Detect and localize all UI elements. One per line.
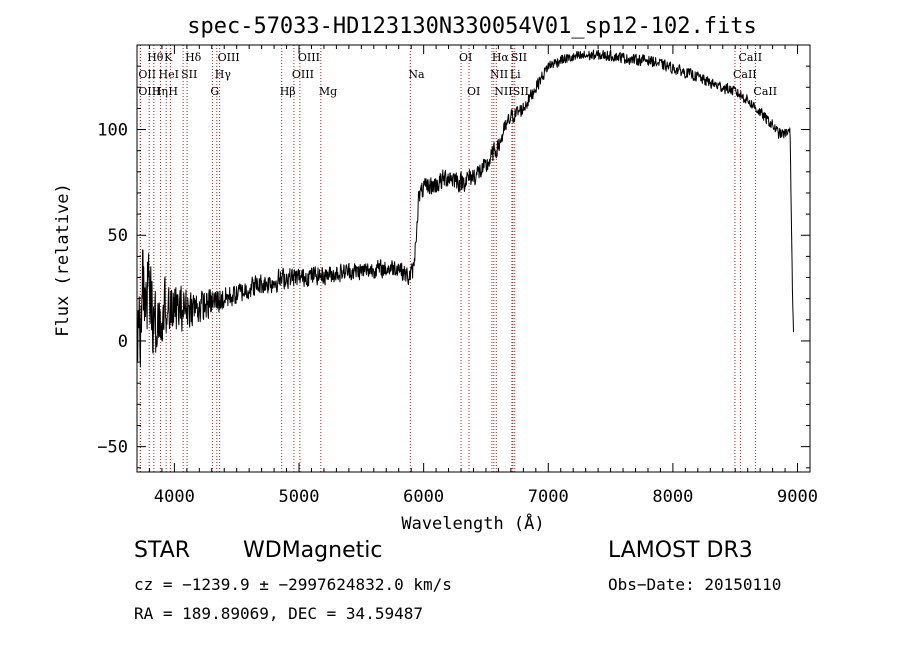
spectral-line-label: SII	[181, 68, 197, 81]
spectral-line-label: Li	[510, 68, 521, 81]
spectral-line-label: SII	[511, 51, 527, 64]
spectral-line-label: NII	[494, 85, 512, 98]
spectral-line-label: OIII	[292, 68, 314, 81]
axis-ticks: 4000 5000 6000 7000 8000 9000 −50 0 50 100	[97, 44, 818, 507]
spectral-line-label: Mg	[319, 85, 337, 98]
spectral-line-label: CaII	[733, 68, 757, 81]
spectral-line-label: Hγ	[215, 68, 232, 81]
redshift-readout: cz = −1239.9 ± −2997624832.0 km/s	[134, 575, 452, 594]
spectral-line-label: G	[210, 85, 219, 98]
observation-date: Obs−Date: 20150110	[608, 575, 782, 594]
y-axis-label: Flux (relative)	[53, 183, 73, 337]
spectral-line-label: Hβ	[280, 85, 296, 98]
spectral-line-label: OIII	[138, 85, 160, 98]
spectral-line-label: CaII	[738, 51, 762, 64]
spectral-line-label: NII	[490, 68, 508, 81]
x-axis-label: Wavelength (Å)	[401, 512, 544, 534]
y-tick-label: 100	[97, 121, 128, 141]
y-tick-label: 0	[118, 332, 128, 352]
x-tick-label: 8000	[652, 487, 693, 507]
spectral-line-label: OII	[138, 68, 156, 81]
chart-title: spec-57033-HD123130N330054V01_sp12-102.f…	[187, 14, 757, 39]
spectral-line-label: OI	[459, 51, 472, 64]
spectrum-line	[136, 49, 794, 368]
spectral-line-label: OIII	[218, 51, 240, 64]
spectral-line-label: OI	[467, 85, 480, 98]
spectral-line-label: SII	[513, 85, 529, 98]
coordinates-readout: RA = 189.89069, DEC = 34.59487	[134, 604, 423, 623]
x-tick-label: 4000	[154, 487, 195, 507]
survey-name: LAMOST DR3	[608, 538, 753, 563]
spectral-line-label: CaII	[753, 85, 777, 98]
spectral-line-label: Hη	[152, 85, 168, 98]
x-tick-label: 7000	[528, 487, 569, 507]
y-tick-label: 50	[108, 226, 128, 246]
spectral-line-label: H	[168, 85, 178, 98]
plot-frame	[136, 44, 811, 473]
object-type: STAR	[134, 538, 191, 563]
y-tick-label: −50	[97, 438, 128, 458]
spectral-line-label: HeI	[159, 68, 179, 81]
spectral-line-label: Hδ	[185, 51, 202, 64]
x-tick-label: 5000	[279, 487, 320, 507]
spectral-line-label: Na	[408, 68, 425, 81]
x-tick-label: 6000	[403, 487, 444, 507]
spectral-line-label: K	[164, 51, 173, 64]
object-subclass: WDMagnetic	[243, 538, 383, 563]
spectral-line-label: Hθ	[147, 51, 164, 64]
x-tick-label: 9000	[777, 487, 818, 507]
spectral-line-label: Hα	[492, 51, 510, 64]
spectral-line-label: OIII	[298, 51, 320, 64]
